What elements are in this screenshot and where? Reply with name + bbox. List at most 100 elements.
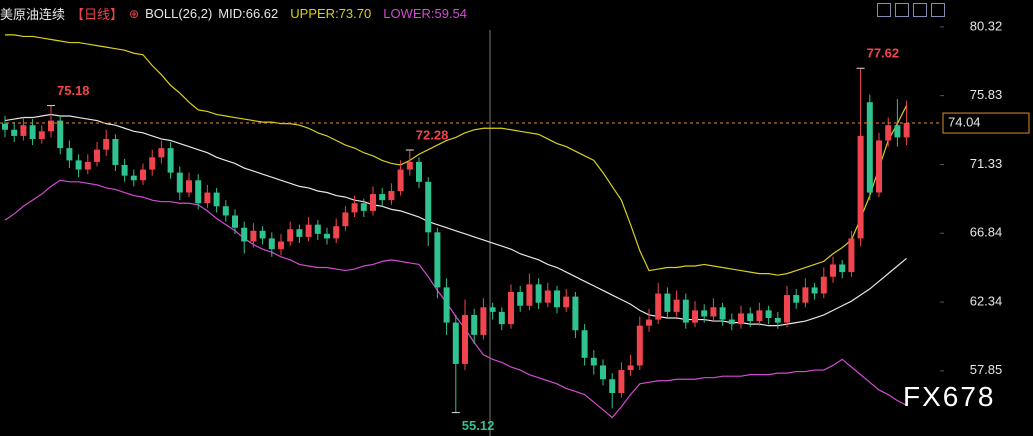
y-tick-label: 57.85 (970, 362, 1003, 377)
candle-body (388, 190, 395, 201)
tool-button[interactable] (877, 3, 891, 17)
candle-body (434, 232, 441, 288)
candle-body (609, 379, 616, 393)
candle-body (213, 192, 220, 207)
tool-button[interactable] (913, 3, 927, 17)
watermark: FX678 (903, 381, 996, 412)
candle-body (250, 230, 257, 242)
candle-body (20, 125, 27, 136)
candle-body (57, 120, 64, 149)
y-tick-label: 80.32 (970, 18, 1003, 33)
indicator-values: MID:66.62 UPPER:73.70 LOWER:59.54 (218, 6, 467, 21)
candle-body (287, 229, 294, 242)
candle-body (535, 284, 542, 303)
candle-body (360, 203, 367, 211)
extreme-label: 75.18 (57, 83, 90, 98)
candle-body (379, 194, 386, 201)
candle-body (517, 291, 524, 306)
candle-body (793, 295, 800, 303)
candle-body (48, 120, 54, 132)
candle-body (397, 169, 404, 191)
candle-body (38, 131, 45, 139)
y-tick-label: 66.84 (970, 225, 1003, 240)
candle-body (149, 157, 156, 170)
candle-body (370, 194, 376, 211)
candle-body (241, 227, 248, 242)
candle-body (305, 224, 312, 237)
period-icon[interactable]: ⊕ (129, 6, 140, 21)
candle-body (563, 296, 570, 308)
candle-body (278, 241, 284, 250)
candle-body (784, 295, 790, 323)
candle-body (765, 310, 772, 319)
candle-body (314, 224, 321, 234)
candle-body (682, 299, 689, 323)
candle-body (848, 238, 855, 273)
candle-body (158, 148, 165, 158)
candle-body (820, 276, 827, 294)
candle-body (774, 318, 781, 323)
candle-body (508, 291, 514, 325)
indicator-value: LOWER:59.54 (383, 6, 468, 21)
candle-body (719, 307, 726, 320)
candle-body (756, 310, 763, 322)
candle-body (857, 135, 864, 239)
candle-body (471, 314, 478, 335)
candle-body (489, 307, 496, 312)
candle-body (259, 230, 266, 239)
candle-body (692, 310, 698, 323)
header: 美原油连续 【日线】 ⊕ BOLL(26,2) MID:66.62 UPPER:7… (0, 4, 467, 23)
candle-body (140, 169, 146, 181)
candle-body (333, 226, 340, 239)
candle-body (29, 125, 36, 139)
candle-body (830, 264, 836, 277)
candle-body (664, 293, 671, 312)
candle-body (66, 148, 73, 161)
candle-body (738, 313, 744, 325)
candle-body (876, 140, 882, 193)
candle-body (84, 161, 91, 170)
candle-body (498, 311, 505, 325)
candle-body (655, 293, 662, 320)
band-line (4, 113, 907, 327)
candle-body (296, 229, 303, 237)
candle-body (600, 365, 606, 380)
indicator-value: UPPER:73.70 (290, 6, 372, 21)
indicator-value: MID:66.62 (218, 6, 279, 21)
candle-body (130, 175, 137, 181)
chart-title: 美原油连续 (0, 7, 66, 22)
candle-body (351, 203, 358, 213)
candle-body (646, 319, 652, 326)
last-price-label: 74.04 (948, 114, 981, 129)
candle-body (811, 287, 818, 294)
candle-body (443, 287, 450, 323)
candle-body (802, 287, 809, 303)
extreme-label: 72.28 (416, 127, 449, 142)
period: 【日线】 (71, 7, 124, 22)
candle-body (839, 264, 846, 273)
y-tick-label: 71.33 (970, 156, 1003, 171)
candle-body (167, 148, 174, 173)
candle-body (121, 164, 128, 176)
candle-body (866, 102, 873, 193)
indicator: BOLL(26,2) (145, 6, 213, 21)
band-line (5, 34, 908, 276)
candle-body (103, 138, 110, 150)
candle-body (232, 215, 238, 228)
candle-body (747, 313, 754, 322)
candle-body (462, 314, 468, 364)
candle-body (581, 330, 588, 358)
candle-body (268, 238, 275, 250)
candle-body (195, 180, 202, 204)
candle-body (636, 325, 643, 366)
candle-body (480, 307, 487, 335)
candle-body (627, 365, 634, 371)
tool-button[interactable] (895, 3, 909, 17)
tool-button[interactable] (931, 3, 945, 17)
candle-body (572, 296, 579, 331)
candle-body (590, 357, 597, 366)
candle-body (94, 149, 100, 162)
candle-body (554, 290, 560, 308)
candle-body (894, 125, 901, 138)
